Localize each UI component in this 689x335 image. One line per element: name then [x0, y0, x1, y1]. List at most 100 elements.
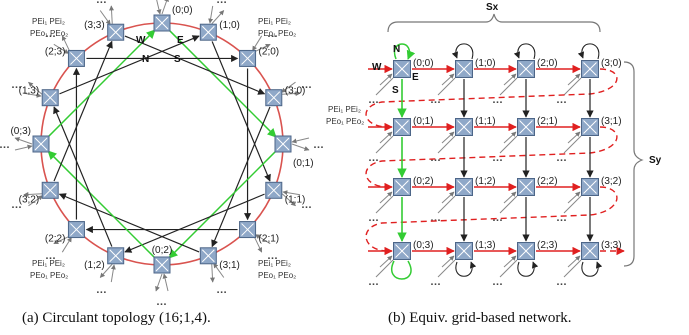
pe-in-link — [281, 193, 296, 207]
router-node — [153, 14, 171, 32]
node-label: (1;2) — [84, 260, 105, 271]
pe-in-link — [155, 273, 163, 292]
pe-in-link — [28, 81, 43, 95]
pe-out-link — [23, 92, 42, 98]
pe-link — [503, 255, 517, 268]
continuation-dots: … — [96, 284, 107, 296]
pe-link — [503, 191, 517, 204]
port-n-label: N — [142, 54, 149, 65]
pe-link — [563, 77, 582, 96]
port-s-label: S — [174, 54, 181, 65]
green-wrap-top — [393, 43, 416, 60]
grid-port-e-label: E — [412, 72, 419, 83]
continuation-dots: … — [492, 212, 503, 224]
continuation-dots: … — [556, 276, 567, 288]
pe-stubs: ………………………………………… — [0, 0, 324, 308]
router-node — [265, 181, 283, 199]
grid-router-node — [393, 178, 411, 196]
pe-link — [379, 191, 393, 204]
pe-out-link — [99, 10, 111, 26]
pe-link — [499, 135, 518, 154]
pe-link — [563, 135, 582, 154]
router-node — [107, 247, 125, 265]
pe-in-link — [99, 263, 113, 278]
continuation-dots: … — [368, 212, 379, 224]
node-label: (3;3) — [84, 20, 105, 31]
continuation-dots: … — [556, 94, 567, 106]
continuation-dots: … — [216, 284, 227, 296]
continuation-dots: … — [156, 296, 167, 308]
sx-label: Sx — [486, 2, 499, 13]
chord-links — [47, 29, 277, 259]
grid-pe-in-label: PEi₁ PEi₂ — [328, 105, 361, 114]
port-e-label: E — [177, 35, 184, 46]
port-w-label: W — [136, 35, 146, 46]
continuation-dots: … — [492, 94, 503, 106]
pe-link — [567, 191, 581, 204]
pe-in-link — [109, 5, 115, 24]
chord-link — [124, 35, 266, 95]
node-label: (0;0) — [172, 5, 193, 16]
continuation-dots: … — [556, 212, 567, 224]
grid-router-node — [517, 118, 535, 136]
grid-router-node — [393, 118, 411, 136]
router-node — [239, 49, 257, 67]
pe-in-link — [161, 0, 169, 15]
pe-link — [437, 77, 456, 96]
grid-node-labels: (0;0) (1;0) (2;0) (3;0) (0;1) (1;1) (2;1) (3;1)… — [413, 58, 622, 251]
pe-out-link — [14, 144, 33, 151]
pe-out-link — [291, 137, 310, 144]
pe-link — [375, 195, 394, 214]
grid-node-label: (1;1) — [475, 116, 496, 127]
pe-link — [499, 259, 518, 278]
router-node — [265, 89, 283, 107]
node-label: (1;3) — [19, 86, 40, 97]
pe-link — [567, 131, 581, 144]
pe-out-link — [280, 81, 296, 93]
pe-link — [441, 73, 455, 86]
grid-router-node — [517, 60, 535, 78]
chord-link — [53, 40, 113, 182]
router-node — [41, 181, 59, 199]
grid-node-label: (0;2) — [413, 176, 434, 187]
column-wrap-bottom — [517, 261, 539, 277]
chord-link — [211, 41, 271, 182]
continuation-dots: … — [313, 139, 324, 151]
caption-a: (a) Circulant topology (16;1,4). — [22, 310, 211, 326]
column-wrap-top — [513, 43, 536, 60]
grid-node-label: (3;2) — [601, 176, 622, 187]
node-label: (2;3) — [45, 46, 66, 57]
pe-link — [499, 77, 518, 96]
continuation-dots: … — [430, 212, 441, 224]
pe-link — [437, 195, 456, 214]
pe-link — [379, 255, 393, 268]
pe-link — [563, 259, 582, 278]
router-node — [32, 135, 50, 153]
pe-in-link — [211, 10, 225, 25]
pe-out-link — [156, 0, 162, 15]
node-label: (0;2) — [152, 245, 173, 256]
grid-router-node — [455, 118, 473, 136]
grid-node-label: (1;0) — [475, 58, 496, 69]
grid-port-n-label: N — [393, 44, 400, 55]
pe-link — [441, 191, 455, 204]
pe-out-link — [282, 190, 301, 196]
pe-link — [503, 131, 517, 144]
continuation-dots: … — [11, 79, 22, 91]
grid-router-node — [455, 178, 473, 196]
pe-out-label-tr: PEo₁ PEo₂ — [258, 29, 296, 38]
pe-in-link — [282, 91, 301, 97]
router-node — [239, 221, 257, 239]
pe-out-link — [252, 35, 263, 52]
grid-pe-out-label: PEo₁ PEo₂ — [326, 117, 364, 126]
continuation-dots: … — [0, 139, 10, 151]
pe-out-link — [162, 273, 169, 292]
continuation-dots: … — [430, 276, 441, 288]
column-wrap-bottom — [455, 261, 477, 277]
grid-port-w-label: W — [372, 62, 382, 73]
node-label: (2;1) — [259, 234, 280, 245]
grid-node-label: (3;3) — [601, 240, 622, 251]
continuation-dots: … — [301, 79, 312, 91]
node-label: (3;2) — [19, 194, 40, 205]
